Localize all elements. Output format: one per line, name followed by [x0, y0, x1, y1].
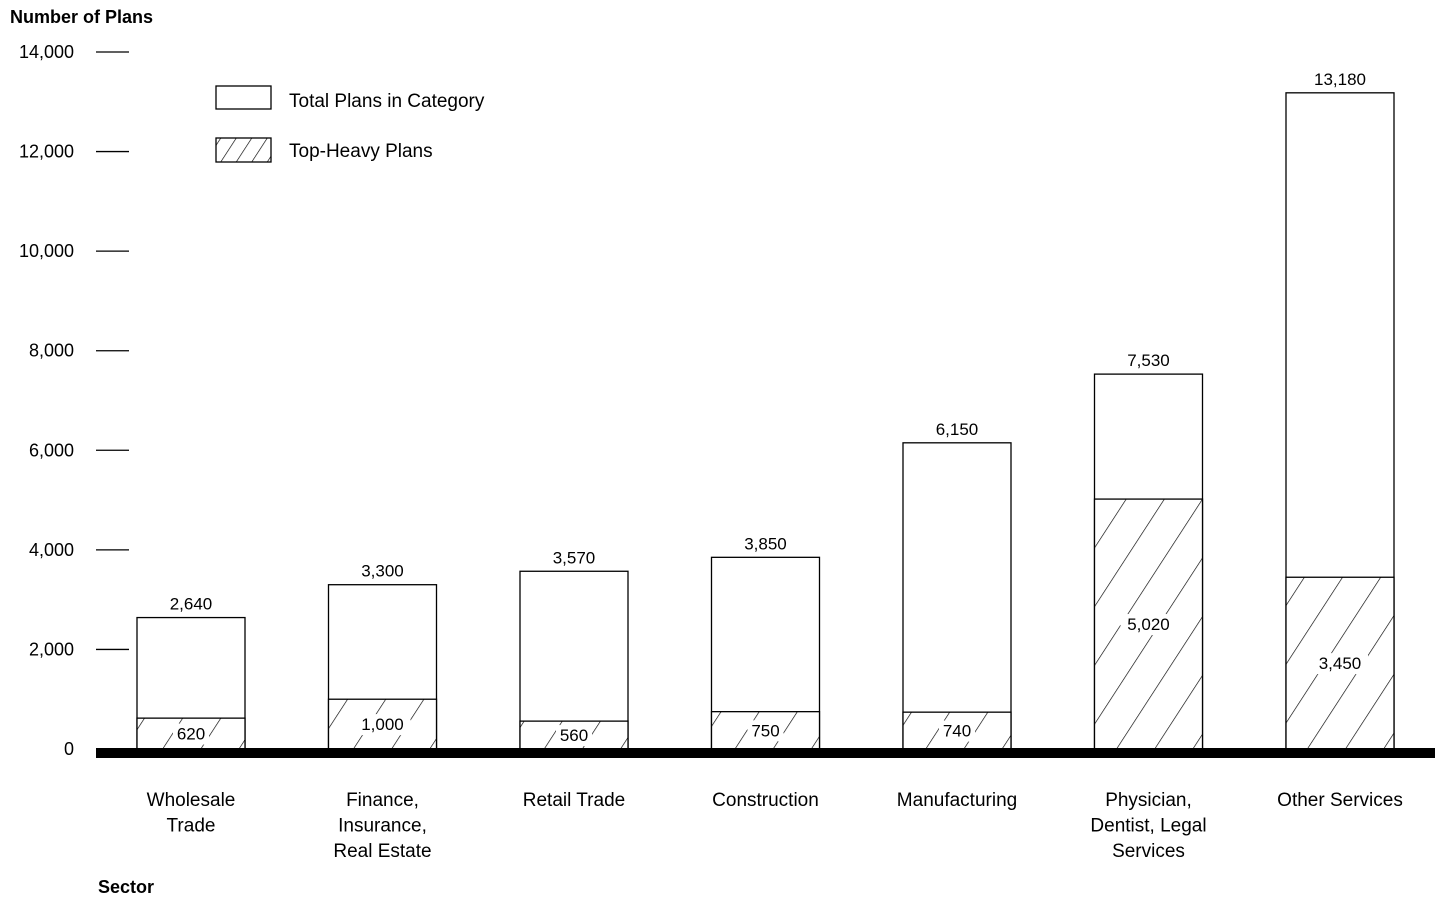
x-axis-title: Sector [98, 877, 154, 897]
category-label: Manufacturing [897, 790, 1017, 811]
y-tick-label: 14,000 [19, 42, 74, 62]
value-label-top-heavy: 560 [560, 726, 588, 745]
value-label-total: 7,530 [1127, 351, 1170, 370]
value-label-total: 2,640 [170, 595, 213, 614]
value-labels: 2,640 620 3,300 1,000 3,570 560 3,850 750 6,150 7… [170, 70, 1368, 747]
legend-swatch-top-heavy [215, 137, 272, 163]
y-axis-title: Number of Plans [10, 7, 153, 27]
y-tick-label: 8,000 [29, 341, 74, 361]
bar-total [519, 570, 629, 750]
value-label-bg [556, 725, 592, 747]
value-label-bg [1120, 614, 1177, 636]
value-label-total: 3,570 [553, 548, 596, 567]
category-label: Finance, [346, 790, 419, 811]
legend-label-top-heavy: Top-Heavy Plans [289, 141, 433, 162]
value-label-top-heavy: 620 [177, 725, 205, 744]
value-label-top-heavy: 1,000 [361, 715, 404, 734]
y-tick-label: 2,000 [29, 639, 74, 659]
value-label-bg [173, 723, 209, 745]
value-label-top-heavy: 740 [943, 722, 971, 741]
y-tick-label: 10,000 [19, 241, 74, 261]
y-tick-label: 0 [64, 739, 74, 759]
category-label: Other Services [1277, 790, 1403, 811]
value-label-bg [354, 714, 411, 736]
value-label-bg [1312, 653, 1368, 675]
legend-swatch-total [215, 85, 272, 110]
y-axis: 0 2,000 4,000 6,000 8,000 10,000 12,000 14,000 [19, 42, 129, 759]
category-label: Retail Trade [523, 790, 625, 811]
legend: Total Plans in Category Top-Heavy Plans [215, 85, 485, 163]
category-label: Construction [712, 790, 819, 811]
value-label-total: 13,180 [1314, 70, 1366, 89]
category-label: Real Estate [333, 841, 431, 862]
value-label-total: 6,150 [936, 420, 979, 439]
value-label-top-heavy: 750 [751, 721, 779, 740]
category-label: Dentist, Legal [1090, 816, 1206, 837]
value-label-bg [939, 720, 975, 742]
x-axis-categories: Wholesale Trade Finance, Insurance, Real Est… [147, 790, 1403, 862]
category-label: Trade [167, 816, 216, 837]
value-label-total: 3,850 [744, 534, 787, 553]
value-label-total: 3,300 [361, 562, 404, 581]
bars [136, 92, 1395, 750]
value-label-top-heavy: 3,450 [1319, 654, 1362, 673]
category-label: Insurance, [338, 816, 427, 837]
x-axis-baseline [96, 748, 1435, 758]
y-tick-label: 4,000 [29, 540, 74, 560]
y-tick-label: 6,000 [29, 440, 74, 460]
y-tick-label: 12,000 [19, 142, 74, 162]
value-label-top-heavy: 5,020 [1127, 615, 1170, 634]
category-label: Physician, [1105, 790, 1192, 811]
category-label: Wholesale [147, 790, 236, 811]
category-label: Services [1112, 841, 1185, 862]
legend-label-total: Total Plans in Category [289, 91, 485, 112]
value-label-bg [747, 720, 784, 742]
bar-total [902, 442, 1012, 750]
